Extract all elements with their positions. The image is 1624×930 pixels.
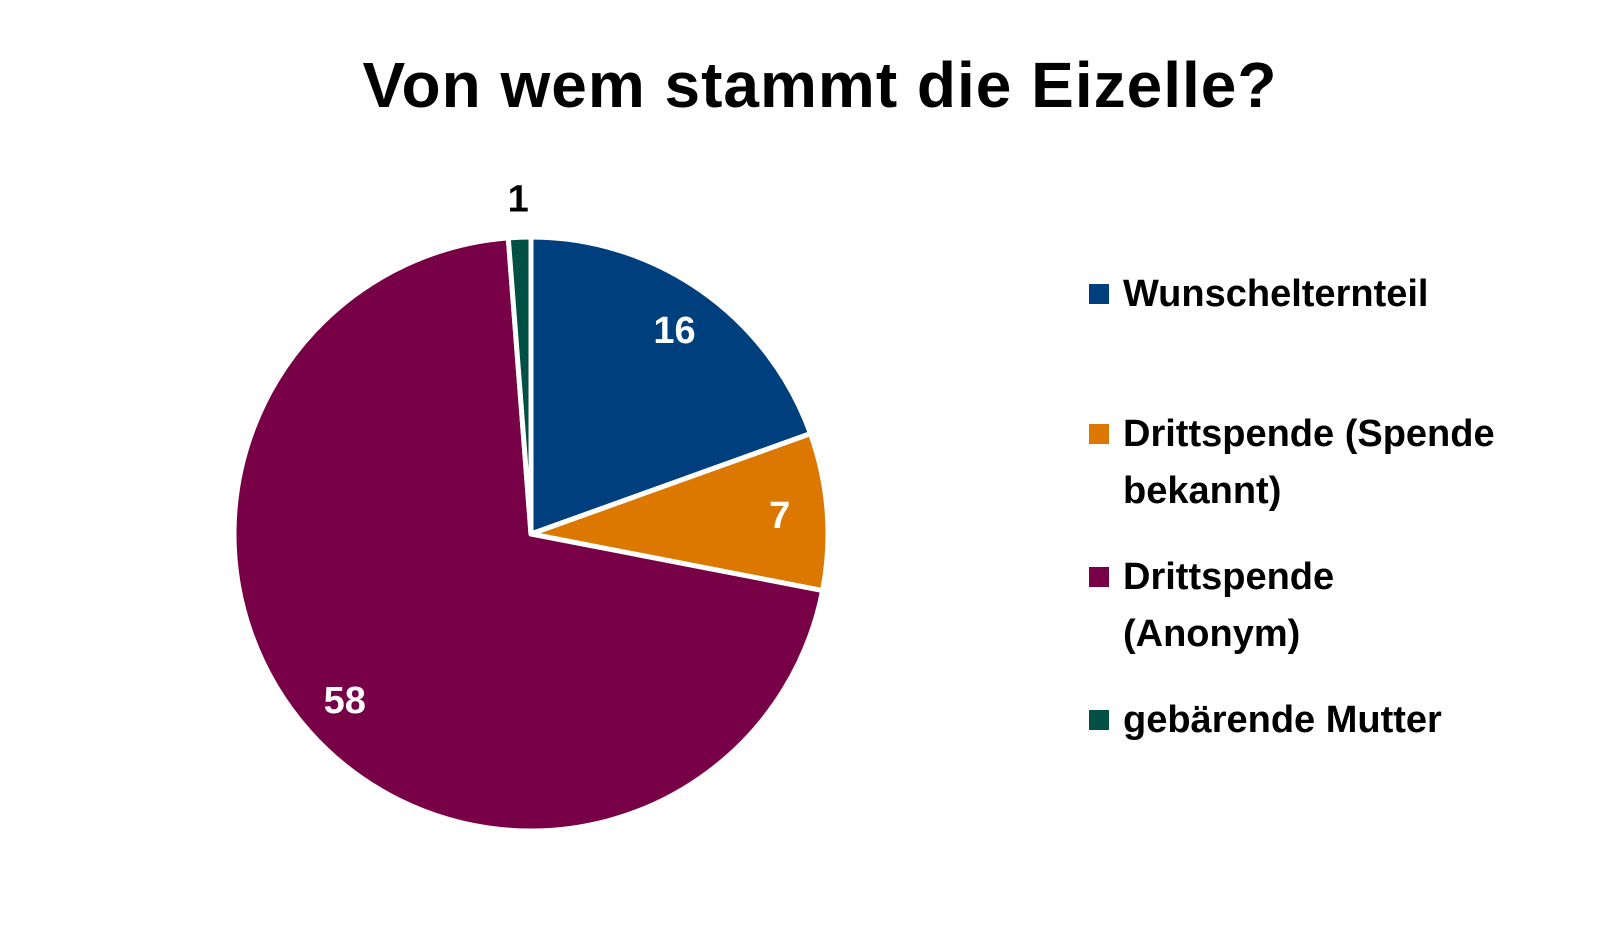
legend-label: Wunschelternteil [1123,273,1429,315]
data-label: 16 [653,310,695,352]
legend-label: Drittspende (Anonym) [1123,556,1335,655]
chart-title: Von wem stammt die Eizelle? [362,49,1278,121]
data-label: 7 [769,495,790,537]
legend-item-wunschelternteil: Wunschelternteil [1089,270,1603,323]
legend-swatch [1089,567,1109,587]
legend-item-drittspende-anonym: Drittspende (Anonym) [1089,553,1423,663]
pie-slice [528,234,814,537]
legend-item-gebaerende-mutter: gebärende Mutter [1089,696,1603,749]
pie-slice [231,235,826,834]
data-label: 58 [324,680,366,722]
pie-slice [505,234,534,537]
legend-label: Drittspende (Spende bekannt) [1123,413,1495,512]
legend-label: gebärende Mutter [1123,699,1442,741]
legend-swatch [1089,284,1109,304]
legend-swatch [1089,424,1109,444]
legend-swatch [1089,710,1109,730]
data-label: 1 [508,179,529,221]
legend-item-drittspende-bekannt: Drittspende (Spende bekannt) [1089,410,1563,520]
pie-slice [528,431,831,594]
